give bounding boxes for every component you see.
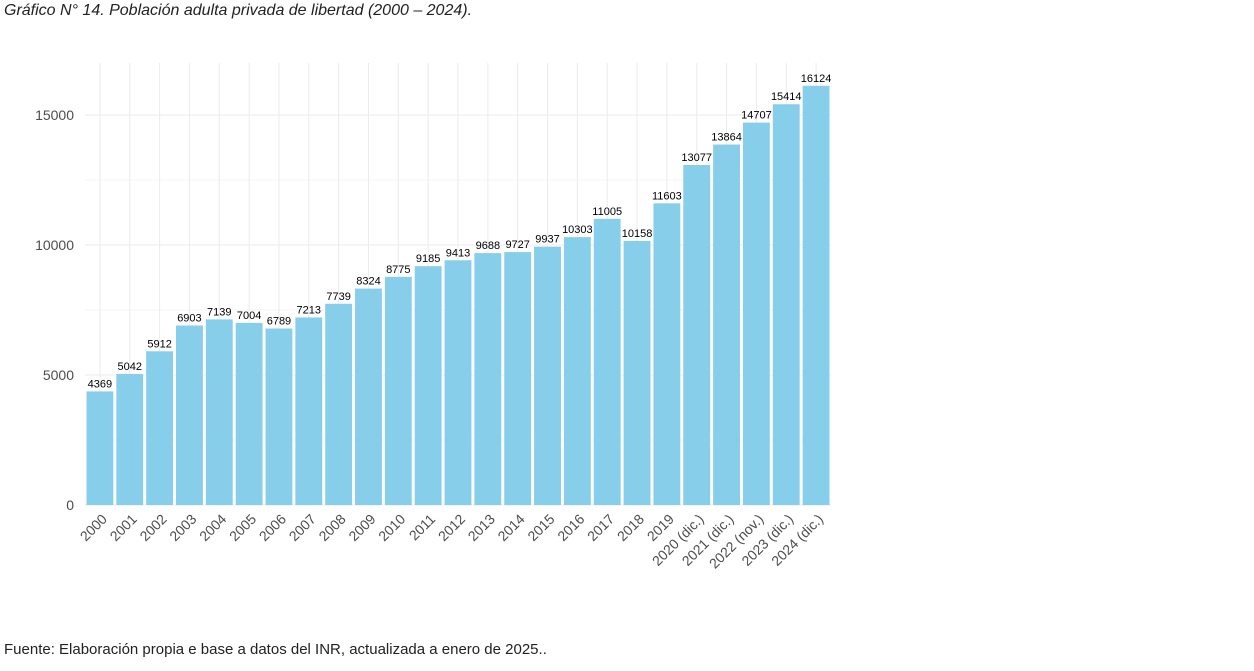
bar bbox=[653, 203, 681, 505]
bars bbox=[86, 85, 830, 506]
bar-value-label: 9413 bbox=[446, 247, 470, 259]
x-tick-label: 2018 bbox=[614, 511, 647, 544]
y-tick-label: 10000 bbox=[35, 237, 74, 253]
bar bbox=[414, 266, 442, 505]
bar bbox=[265, 328, 293, 505]
bar bbox=[683, 164, 711, 506]
x-tick-label: 2012 bbox=[435, 511, 468, 544]
y-tick-label: 5000 bbox=[43, 367, 74, 383]
bar-value-label: 7213 bbox=[297, 304, 321, 316]
bar bbox=[593, 218, 621, 505]
bar-value-label: 5912 bbox=[147, 338, 171, 350]
bar bbox=[146, 351, 174, 505]
x-tick-label: 2007 bbox=[286, 511, 319, 544]
bar-value-label: 6789 bbox=[267, 315, 291, 327]
bar-value-label: 7139 bbox=[207, 306, 231, 318]
bar bbox=[713, 144, 740, 505]
bar-value-label: 10158 bbox=[622, 228, 653, 240]
bar-value-label: 6903 bbox=[177, 313, 201, 325]
bar-value-label: 8775 bbox=[386, 264, 410, 276]
bar-value-label: 9727 bbox=[505, 239, 529, 251]
bar bbox=[623, 240, 651, 505]
bar-value-label: 7739 bbox=[326, 291, 350, 303]
bar bbox=[384, 276, 412, 505]
bar bbox=[504, 252, 532, 505]
bar-value-label: 11603 bbox=[652, 190, 682, 202]
bar-value-label: 5042 bbox=[118, 361, 142, 373]
x-tick-label: 2014 bbox=[494, 511, 527, 544]
bar-value-label: 11005 bbox=[592, 206, 622, 218]
bar bbox=[444, 260, 472, 505]
x-tick-label: 2008 bbox=[315, 511, 348, 544]
bar bbox=[325, 303, 353, 505]
bar bbox=[772, 104, 800, 506]
bar bbox=[295, 317, 323, 505]
x-tick-label: 2015 bbox=[524, 511, 557, 544]
bar-value-label: 15414 bbox=[771, 91, 802, 103]
source-note: Fuente: Elaboración propia e base a dato… bbox=[4, 641, 547, 658]
bar-value-label: 9688 bbox=[476, 240, 500, 252]
bar-value-label: 8324 bbox=[356, 276, 380, 288]
bar-value-label: 9937 bbox=[535, 234, 559, 246]
x-tick-label: 2011 bbox=[406, 511, 439, 544]
bar bbox=[355, 288, 382, 505]
x-tick-label: 2013 bbox=[465, 511, 498, 544]
x-axis-tick-labels: 2000200120022003200420052006200720082009… bbox=[77, 511, 827, 572]
x-tick-label: 2006 bbox=[256, 511, 289, 544]
x-tick-label: 2009 bbox=[345, 511, 378, 544]
bar bbox=[116, 373, 144, 505]
bar-value-label: 4369 bbox=[88, 378, 112, 390]
bar-value-label: 14707 bbox=[741, 110, 772, 122]
bar-value-label: 13864 bbox=[711, 132, 742, 144]
bar-value-label: 7004 bbox=[237, 310, 261, 322]
bar bbox=[742, 122, 770, 506]
bar-value-label: 10303 bbox=[562, 224, 593, 236]
bar bbox=[802, 85, 830, 505]
x-tick-label: 2005 bbox=[226, 511, 259, 544]
x-tick-label: 2000 bbox=[77, 511, 110, 544]
bar-value-labels: 4369 5042 5912 6903 7139 7004 6789 7213 7739 8324… bbox=[88, 73, 832, 391]
x-tick-label: 2010 bbox=[375, 511, 408, 544]
bar bbox=[176, 325, 203, 505]
bar bbox=[534, 246, 561, 505]
x-tick-label: 2003 bbox=[166, 511, 199, 544]
bar-value-label: 13077 bbox=[681, 152, 712, 164]
x-tick-label: 2004 bbox=[196, 511, 229, 544]
x-tick-label: 2016 bbox=[554, 511, 587, 544]
x-tick-label: 2017 bbox=[584, 511, 617, 544]
bar bbox=[205, 319, 233, 505]
bar bbox=[86, 391, 114, 505]
x-tick-label: 2001 bbox=[107, 511, 140, 544]
bar bbox=[563, 237, 591, 505]
y-tick-label: 0 bbox=[66, 497, 74, 513]
bar-value-label: 16124 bbox=[801, 73, 832, 85]
chart-caption: Gráfico N° 14. Población adulta privada … bbox=[4, 2, 473, 19]
y-tick-label: 15000 bbox=[35, 107, 74, 123]
y-axis-tick-labels: 0 5000 10000 15000 bbox=[35, 107, 74, 513]
bar bbox=[474, 253, 502, 505]
x-tick-label: 2002 bbox=[136, 511, 169, 544]
bar bbox=[235, 322, 263, 505]
bar-value-label: 9185 bbox=[416, 253, 440, 265]
